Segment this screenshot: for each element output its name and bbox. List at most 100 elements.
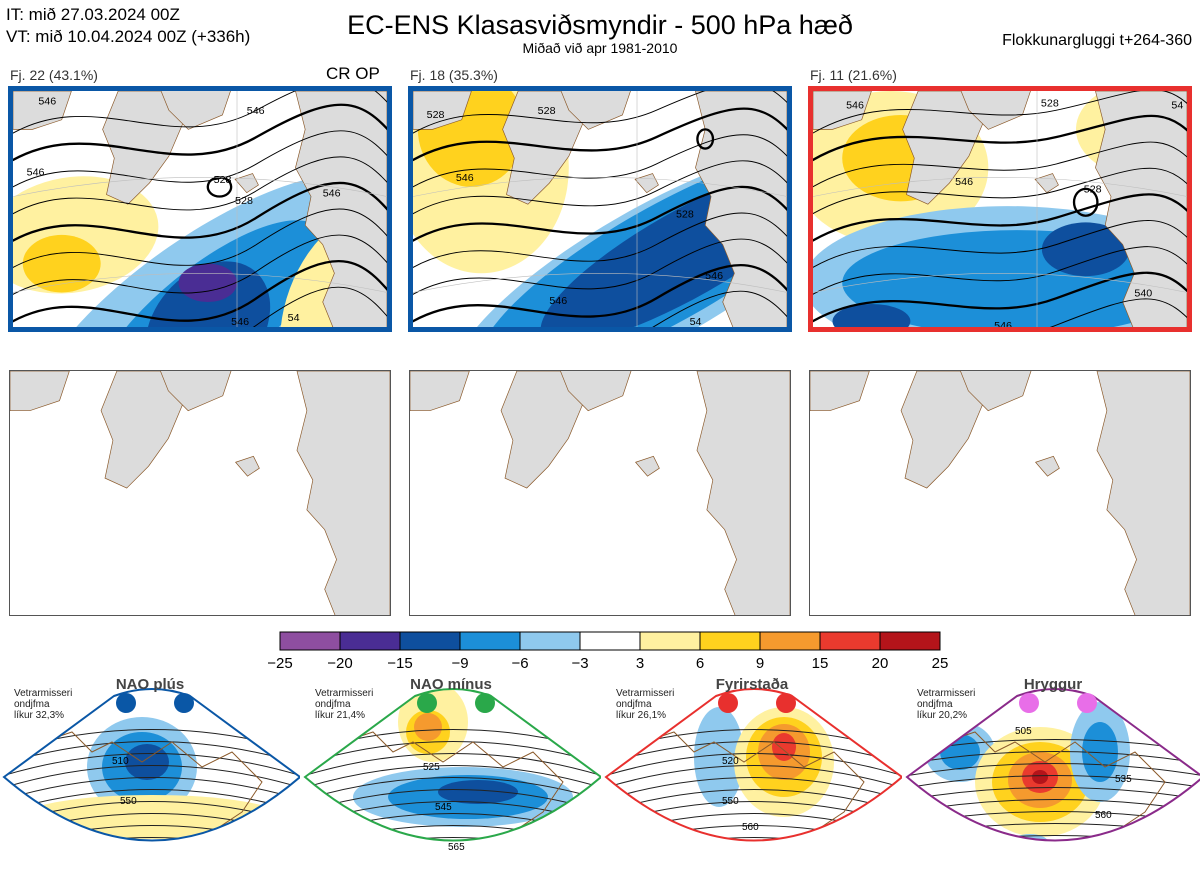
landmass: [235, 455, 260, 477]
colorbar-segment: [519, 631, 581, 651]
contour-line: [2, 850, 300, 869]
regime-sector-border: [604, 688, 902, 842]
contour-label: 565: [448, 842, 465, 853]
contour-label: 528: [538, 105, 556, 117]
contour-line: [905, 860, 1200, 869]
colorbar-tick-label: −20: [327, 655, 353, 672]
landmass: [960, 91, 1031, 130]
landmass: [10, 371, 70, 412]
regime-map: 525 545 565: [303, 688, 601, 853]
landmass: [160, 371, 232, 412]
regime-marker-dot: [1019, 693, 1039, 713]
landmass: [1095, 91, 1187, 327]
contour-line: [13, 103, 387, 162]
contour-line: [305, 777, 601, 801]
regime-probability-note: Vetrarmisseri ondjfma líkur 26,1%: [616, 688, 674, 721]
contour-label: 546: [38, 95, 56, 107]
colorbar-segment: [459, 631, 521, 651]
contour-line: [907, 751, 1200, 765]
initial-time: IT: mið 27.03.2024 00Z: [6, 5, 180, 24]
regime-title: Hryggur: [1023, 676, 1083, 693]
landmass: [696, 371, 790, 615]
colorbar-segment: [339, 631, 401, 651]
contour-label: 546: [323, 188, 341, 200]
cluster-2-land: [413, 91, 787, 327]
contour-label: 546: [955, 176, 973, 188]
contour-label: 54: [1171, 99, 1183, 111]
contour-line: [907, 787, 1200, 801]
regime-sector-border: [905, 688, 1200, 842]
colorbar-tick-label: 3: [635, 655, 645, 672]
contour-label: 528: [1084, 184, 1102, 196]
regime-marker-dot: [475, 693, 495, 713]
regime-panel: 525 545 565 NAO mínus Vetrarmisseri ondjfma lí…: [303, 672, 601, 868]
contour-line: [13, 234, 387, 296]
height-contours: [813, 91, 1187, 327]
regime-contours: [2, 729, 300, 869]
contour-line: [413, 134, 787, 188]
regime-anomaly: [353, 689, 573, 827]
cluster-3-map: 546 528 546 528 54 546 540: [808, 86, 1192, 332]
contour-label: 546: [27, 166, 45, 178]
regime-marker-dot: [417, 693, 437, 713]
landmass: [296, 371, 390, 615]
contour-label: 528: [235, 195, 253, 207]
contour-line: [13, 208, 387, 269]
colorbar-tick-label: −25: [267, 655, 293, 672]
anomaly-area: [178, 263, 238, 303]
contour-label: 528: [1041, 97, 1059, 109]
regime-note-line: ondjfma: [616, 699, 652, 710]
contour-line: [604, 850, 902, 869]
contour-line: [813, 141, 1187, 188]
contour-line: [813, 193, 1187, 242]
colorbar-segment: [279, 631, 341, 651]
landmass: [1034, 173, 1059, 194]
anomaly-area: [145, 261, 271, 327]
contour-line: [907, 763, 1200, 777]
cluster-3-land: [813, 91, 1187, 327]
anomaly-area: [438, 780, 518, 804]
regime-map: 510 550: [2, 688, 300, 869]
contour-line: [907, 775, 1200, 789]
cluster-1-map: 546 528 528 546 546 546 546 54: [8, 86, 392, 332]
contour-line: [305, 753, 601, 777]
regime-note-line: ondjfma: [917, 699, 953, 710]
contour-line: [4, 777, 300, 801]
contour-label: 546: [231, 316, 249, 327]
contour-line: [413, 160, 787, 215]
cluster-1-tag: CR OP: [326, 64, 380, 83]
contour-label: 546: [247, 105, 265, 117]
landmass: [635, 455, 660, 477]
contour-line: [413, 238, 787, 296]
colorbar-segment: [579, 631, 641, 651]
regime-probability-note: Vetrarmisseri ondjfma líkur 20,2%: [917, 688, 975, 721]
landmass: [810, 371, 870, 412]
regime-note-line: Vetrarmisseri: [917, 688, 976, 699]
regime-marker-dot: [116, 693, 136, 713]
contour-label: 545: [435, 802, 452, 813]
regime-map: 505 535 560: [905, 688, 1200, 869]
regime-note-line: Vetrarmisseri: [14, 688, 73, 699]
contour-line: [13, 260, 387, 323]
chart-subtitle: Miðað við apr 1981-2010: [522, 40, 678, 56]
landmass: [960, 371, 1032, 412]
regime-map: 520 550 560: [604, 688, 902, 869]
contour-line: [606, 753, 902, 777]
colorbar-tick-label: −3: [571, 655, 589, 672]
contour-line: [13, 91, 387, 134]
height-contours: [13, 91, 387, 327]
contour-line: [651, 290, 787, 327]
contour-label: 528: [676, 209, 694, 221]
colorbar-segment: [699, 631, 761, 651]
regime-title: NAO mínus: [410, 676, 492, 693]
anomaly-area: [1032, 770, 1048, 784]
regime-note-line: líkur 21,4%: [315, 710, 366, 721]
cluster-2-label: Fj. 18 (35.3%): [410, 67, 498, 83]
contour-label: 540: [1134, 287, 1152, 299]
contour-line: [813, 167, 1187, 215]
contour-line: [413, 263, 787, 323]
regime-note-line: Vetrarmisseri: [315, 688, 374, 699]
colorbar-segment: [759, 631, 821, 651]
contour-label: 546: [705, 270, 723, 282]
regime-anomaly: [925, 702, 1130, 841]
